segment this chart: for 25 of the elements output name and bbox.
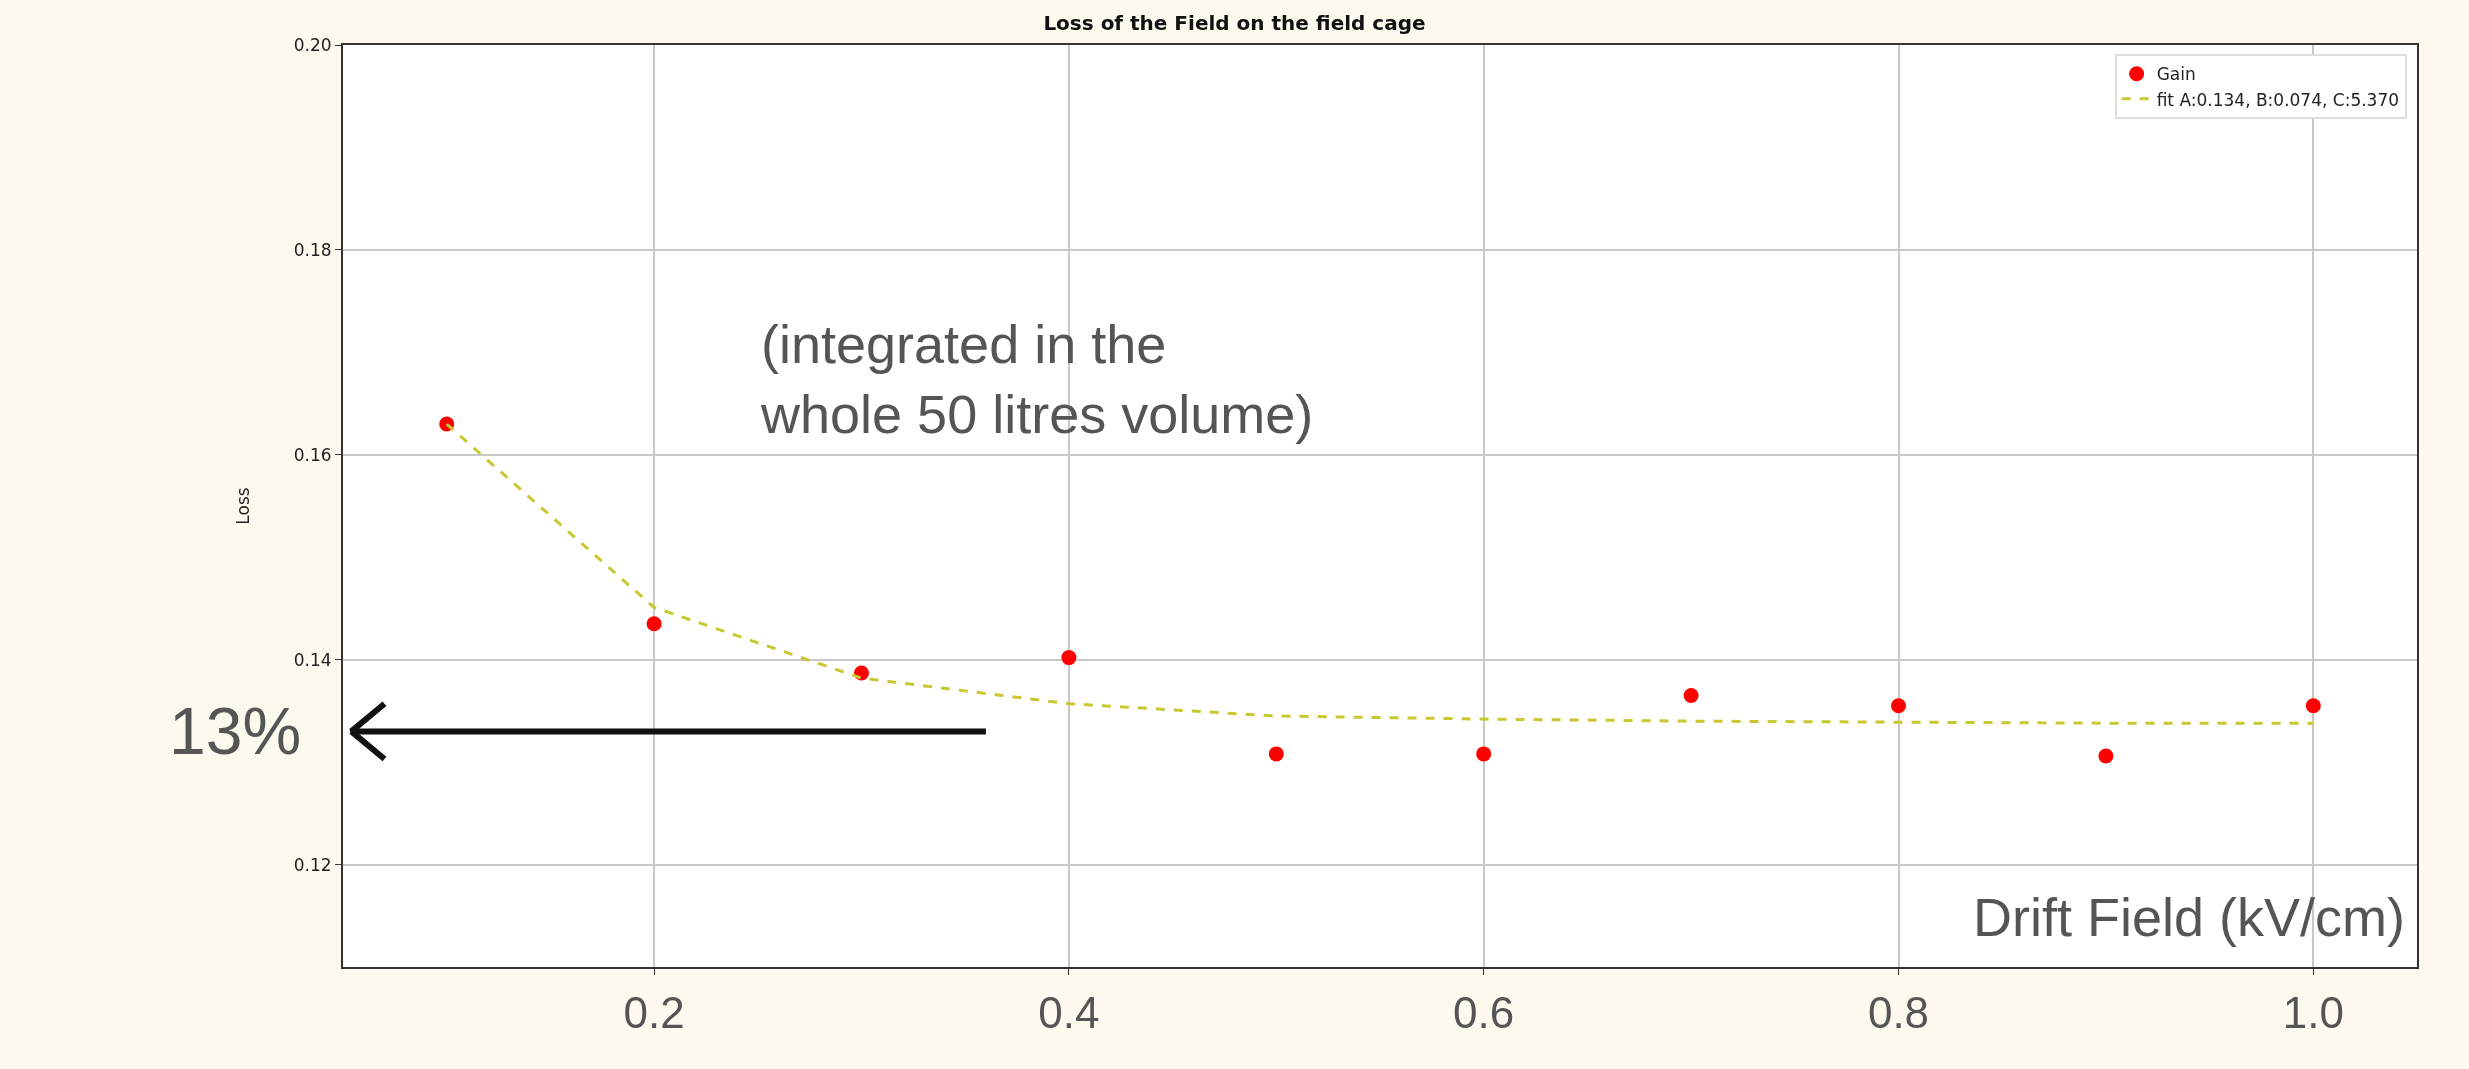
- point: [1268, 746, 1284, 762]
- point: [2305, 698, 2321, 714]
- x-tick-label: 0.2: [623, 987, 685, 1037]
- x-tick-label: 1.0: [2282, 987, 2344, 1037]
- point: [2098, 748, 2114, 764]
- x-axis-title: Drift Field (kV/cm): [1973, 887, 2405, 947]
- point: [1683, 688, 1699, 704]
- point: [646, 616, 662, 632]
- legend-label: Gain: [2156, 64, 2196, 85]
- y-tick-label: 0.14: [293, 649, 332, 670]
- point: [1476, 746, 1492, 762]
- annotation: (integrated in the whole 50 litres volume): [760, 314, 1314, 445]
- y-tick-label: 0.18: [293, 239, 332, 260]
- ref-line-label: 13%: [169, 694, 302, 768]
- x-tick-label: 0.8: [1867, 987, 1930, 1037]
- legend-label: fit A:0.134, B:0.074, C:5.370: [2156, 89, 2400, 110]
- point: [1891, 698, 1906, 714]
- y-axis-title: Loss: [232, 487, 253, 525]
- x-tick-label: 0.6: [1453, 987, 1515, 1037]
- point: [1061, 650, 1077, 666]
- chart-title: Loss of the Field on the field cage: [1043, 11, 1426, 36]
- x-tick-label: 0.4: [1038, 987, 1100, 1037]
- y-tick-label: 0.20: [293, 34, 332, 55]
- y-tick-label: 0.12: [293, 854, 332, 875]
- y-tick-label: 0.16: [293, 444, 332, 465]
